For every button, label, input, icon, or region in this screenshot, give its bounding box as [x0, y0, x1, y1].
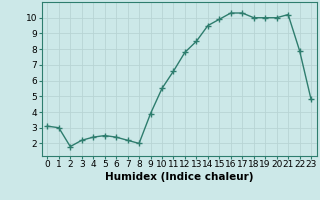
X-axis label: Humidex (Indice chaleur): Humidex (Indice chaleur) [105, 172, 253, 182]
